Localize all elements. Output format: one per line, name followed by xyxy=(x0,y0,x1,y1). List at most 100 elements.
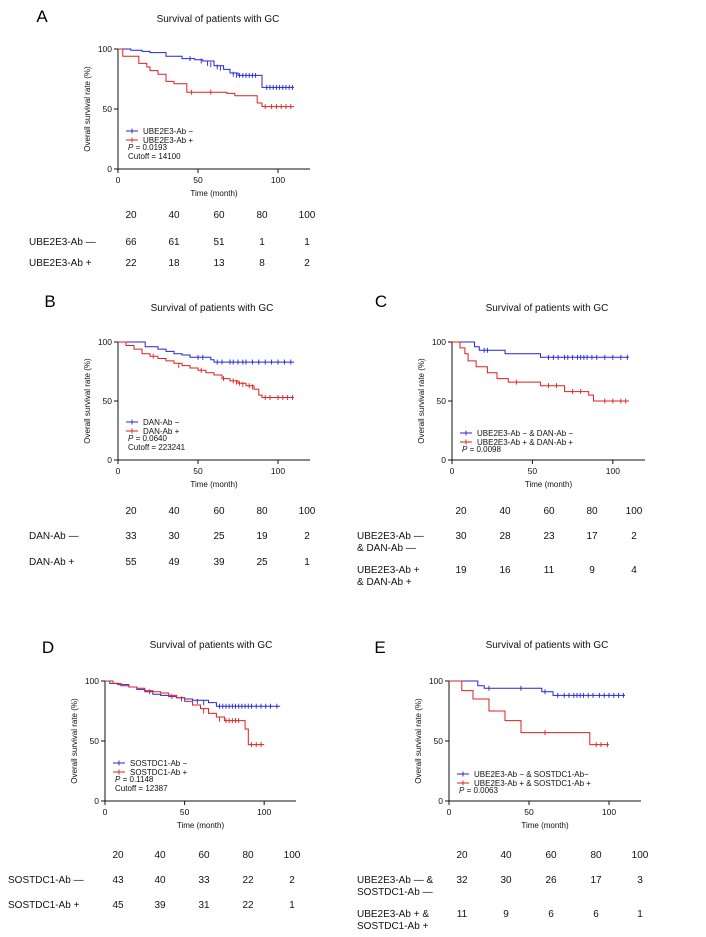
panel-a: A Survival of patients with GC 0 50 100 0 50 10… xyxy=(29,7,316,269)
p-label: P xyxy=(115,775,121,784)
survival-curve-positive xyxy=(105,680,265,746)
legend-label: UBE2E3-Ab + xyxy=(143,136,193,145)
risk-count: 55 xyxy=(125,557,137,568)
y-axis-label: Overall survival rate (%) xyxy=(83,66,92,152)
panel-letter: D xyxy=(42,638,54,657)
chart-title: Survival of patients with GC xyxy=(151,303,274,314)
y-tick-label: 0 xyxy=(441,455,446,465)
p-label: P xyxy=(128,434,134,443)
risk-count: 22 xyxy=(242,875,254,886)
risk-count: 33 xyxy=(125,531,137,542)
risk-row-label: UBE2E3-Ab + xyxy=(357,565,420,576)
risk-count: 25 xyxy=(213,531,225,542)
risk-time: 80 xyxy=(256,210,268,221)
survival-curve-positive xyxy=(118,48,294,108)
legend-label: SOSTDC1-Ab + xyxy=(130,768,187,777)
cutoff-value: Cutoff = 12387 xyxy=(115,784,168,793)
risk-time: 80 xyxy=(586,506,598,517)
cutoff-value: Cutoff = 14100 xyxy=(128,152,181,161)
risk-time: 20 xyxy=(125,210,137,221)
risk-count: 18 xyxy=(168,258,180,269)
x-tick-label: 50 xyxy=(524,807,534,817)
risk-count: 26 xyxy=(545,875,557,886)
x-tick-label: 100 xyxy=(606,466,620,476)
risk-time: 20 xyxy=(125,506,137,517)
risk-count: 33 xyxy=(198,875,210,886)
risk-row-label: UBE2E3-Ab — xyxy=(29,237,96,248)
risk-time: 100 xyxy=(284,850,301,861)
x-tick-label: 0 xyxy=(116,466,121,476)
risk-time: 60 xyxy=(545,850,557,861)
x-axis-label: Time (month) xyxy=(190,189,238,198)
y-tick-label: 50 xyxy=(437,396,447,406)
x-axis-label: Time (month) xyxy=(525,480,573,489)
risk-row-label: UBE2E3-Ab + & xyxy=(357,909,429,920)
risk-time: 40 xyxy=(499,506,511,517)
survival-curve-negative xyxy=(105,680,281,707)
risk-row-label: UBE2E3-Ab — xyxy=(357,531,424,542)
y-tick-label: 0 xyxy=(438,796,443,806)
p-value-text: = 0.0193 xyxy=(133,143,167,152)
y-axis-label: Overall survival rate (%) xyxy=(83,358,92,444)
chart-title: Survival of patients with GC xyxy=(486,640,609,651)
risk-count: 11 xyxy=(457,909,468,920)
legend-label: DAN-Ab − xyxy=(143,418,180,427)
risk-count: 1 xyxy=(304,237,310,248)
legend-label: UBE2E3-Ab + & SOSTDC1-Ab + xyxy=(474,779,591,788)
risk-time: 40 xyxy=(500,850,512,861)
risk-count: 1 xyxy=(289,900,295,911)
risk-count: 16 xyxy=(499,565,511,576)
risk-row-label: UBE2E3-Ab — & xyxy=(357,875,433,886)
risk-time: 80 xyxy=(590,850,602,861)
y-axis-label: Overall survival rate (%) xyxy=(70,698,79,784)
p-value: P = 0.0193 xyxy=(128,143,167,152)
p-value-text: = 0.0098 xyxy=(467,445,501,454)
risk-time: 100 xyxy=(632,850,649,861)
panel-letter: E xyxy=(374,638,385,657)
chart-title: Survival of patients with GC xyxy=(157,14,280,25)
risk-time: 40 xyxy=(168,210,180,221)
risk-count: 19 xyxy=(455,565,467,576)
p-label: P xyxy=(459,786,465,795)
p-value: P = 0.0098 xyxy=(462,445,501,454)
x-tick-label: 0 xyxy=(447,807,452,817)
p-value: P = 0.0063 xyxy=(459,786,498,795)
risk-count: 61 xyxy=(168,237,180,248)
risk-count: 17 xyxy=(590,875,602,886)
risk-count: 2 xyxy=(631,531,637,542)
risk-count: 32 xyxy=(456,875,468,886)
risk-count: 1 xyxy=(304,557,310,568)
risk-count: 2 xyxy=(289,875,295,886)
panel-letter: A xyxy=(36,7,48,26)
panel-letter: B xyxy=(44,292,55,311)
risk-time: 100 xyxy=(299,506,316,517)
risk-time: 20 xyxy=(112,850,124,861)
risk-time: 60 xyxy=(213,210,225,221)
x-tick-label: 0 xyxy=(116,175,121,185)
risk-time: 60 xyxy=(198,850,210,861)
risk-count: 40 xyxy=(154,875,166,886)
chart-title: Survival of patients with GC xyxy=(486,303,609,314)
y-tick-label: 50 xyxy=(103,104,113,114)
risk-time: 100 xyxy=(626,506,643,517)
x-tick-label: 50 xyxy=(193,175,203,185)
y-axis-label: Overall survival rate (%) xyxy=(417,358,426,444)
risk-time: 40 xyxy=(168,506,180,517)
cutoff-value: Cutoff = 223241 xyxy=(128,443,186,452)
risk-count: 6 xyxy=(593,909,599,920)
x-tick-label: 100 xyxy=(602,807,616,817)
risk-time: 20 xyxy=(455,506,467,517)
legend-label: UBE2E3-Ab − & SOSTDC1-Ab− xyxy=(474,770,589,779)
p-value-text: = 0.0063 xyxy=(464,786,498,795)
y-tick-label: 50 xyxy=(434,736,444,746)
risk-time: 80 xyxy=(242,850,254,861)
legend-label: UBE2E3-Ab + & DAN-Ab + xyxy=(477,438,573,447)
risk-count: 45 xyxy=(112,900,124,911)
p-label: P xyxy=(128,143,134,152)
risk-count: 22 xyxy=(242,900,254,911)
risk-count: 3 xyxy=(637,875,643,886)
x-tick-label: 0 xyxy=(103,807,108,817)
risk-row-label: SOSTDC1-Ab — xyxy=(357,887,433,898)
risk-row-label: & DAN-Ab — xyxy=(357,543,416,554)
